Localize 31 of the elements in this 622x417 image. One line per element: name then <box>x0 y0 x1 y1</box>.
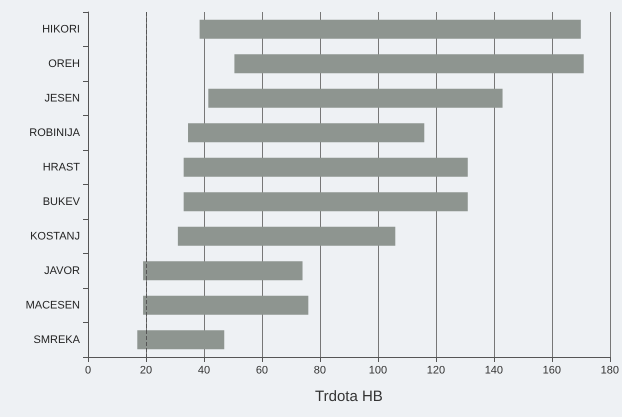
x-tick-label: 0 <box>84 364 92 376</box>
y-tick-label: HRAST <box>42 161 80 174</box>
x-tick-label: 60 <box>256 364 268 376</box>
bar <box>208 88 503 108</box>
x-tick-label: 120 <box>426 364 446 376</box>
y-tick-label: SMREKA <box>34 334 81 346</box>
y-tick-label: JAVOR <box>44 264 80 277</box>
bar <box>200 20 581 39</box>
x-tick-label: 140 <box>484 364 504 376</box>
x-axis-title: Trdota HB <box>315 388 383 405</box>
x-tick-label: 80 <box>314 364 326 376</box>
bar <box>143 296 308 315</box>
x-tick-label: 20 <box>140 364 152 376</box>
x-tick-label: 180 <box>600 364 620 376</box>
x-tick-label: 40 <box>198 364 210 376</box>
y-tick-label: KOSTANJ <box>30 230 80 242</box>
y-tick-label: BUKEV <box>42 196 81 208</box>
y-tick-label: ROBINIJA <box>29 126 81 139</box>
bar <box>178 226 396 246</box>
y-tick-label: MACESEN <box>26 299 80 312</box>
bar <box>137 330 224 350</box>
bar <box>184 158 468 177</box>
bar <box>143 261 303 280</box>
bar <box>188 123 424 142</box>
y-tick-label: JESEN <box>44 92 80 104</box>
bar <box>184 192 468 212</box>
x-tick-label: 160 <box>542 364 562 376</box>
x-tick-label: 100 <box>368 364 388 376</box>
y-tick-label: OREH <box>48 58 80 70</box>
y-tick-label: HIKORI <box>42 23 80 36</box>
bar <box>234 54 584 74</box>
